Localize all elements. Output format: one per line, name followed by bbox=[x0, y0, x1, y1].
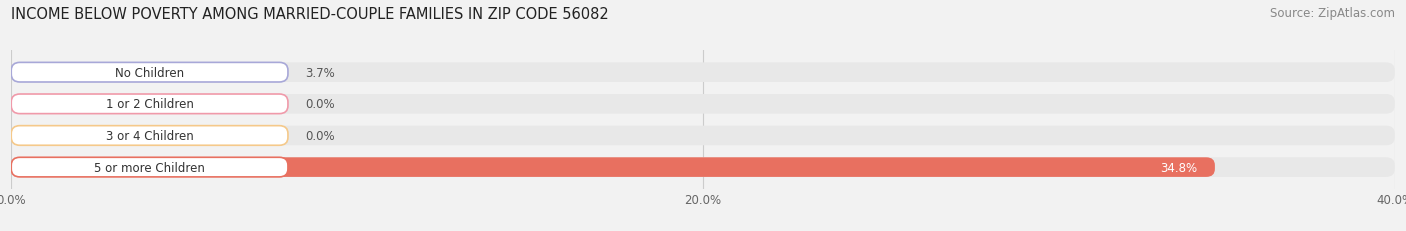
Text: 5 or more Children: 5 or more Children bbox=[94, 161, 205, 174]
Text: 1 or 2 Children: 1 or 2 Children bbox=[105, 98, 194, 111]
FancyBboxPatch shape bbox=[11, 95, 1395, 114]
FancyBboxPatch shape bbox=[11, 126, 288, 146]
FancyBboxPatch shape bbox=[11, 158, 1395, 177]
Text: INCOME BELOW POVERTY AMONG MARRIED-COUPLE FAMILIES IN ZIP CODE 56082: INCOME BELOW POVERTY AMONG MARRIED-COUPL… bbox=[11, 7, 609, 22]
Text: No Children: No Children bbox=[115, 66, 184, 79]
FancyBboxPatch shape bbox=[11, 63, 288, 83]
FancyBboxPatch shape bbox=[11, 63, 139, 83]
Text: 3 or 4 Children: 3 or 4 Children bbox=[105, 129, 194, 142]
Text: 0.0%: 0.0% bbox=[305, 98, 335, 111]
FancyBboxPatch shape bbox=[11, 126, 1395, 146]
Text: 0.0%: 0.0% bbox=[305, 129, 335, 142]
Text: Source: ZipAtlas.com: Source: ZipAtlas.com bbox=[1270, 7, 1395, 20]
FancyBboxPatch shape bbox=[11, 158, 1215, 177]
Text: 3.7%: 3.7% bbox=[305, 66, 335, 79]
FancyBboxPatch shape bbox=[11, 158, 288, 177]
FancyBboxPatch shape bbox=[11, 95, 288, 114]
FancyBboxPatch shape bbox=[11, 63, 1395, 83]
Text: 34.8%: 34.8% bbox=[1160, 161, 1198, 174]
